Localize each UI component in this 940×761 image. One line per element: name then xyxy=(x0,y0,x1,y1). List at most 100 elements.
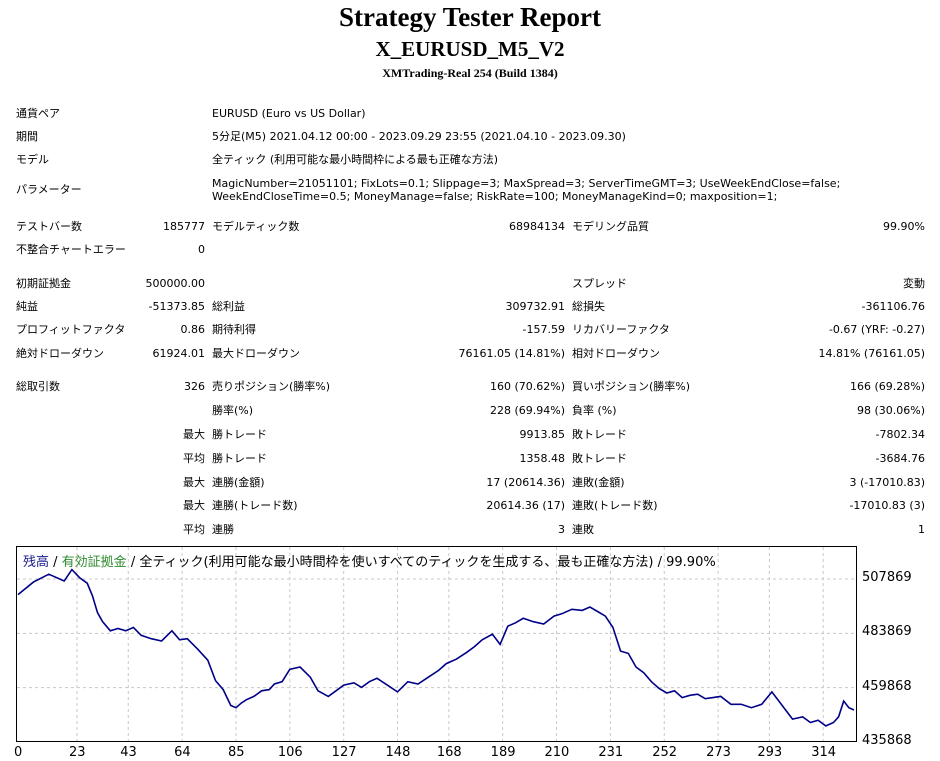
quality-value: 99.90% xyxy=(883,220,925,233)
model-label: モデル xyxy=(16,153,49,166)
x-tick-label: 168 xyxy=(436,745,462,760)
loss-rate-value: 98 (30.06%) xyxy=(856,404,925,417)
loss-rate-label: 負率 (%) xyxy=(572,404,617,417)
y-tick-label: 507869 xyxy=(862,570,912,585)
profit-factor-value: 0.86 xyxy=(180,323,206,336)
x-tick-label: 231 xyxy=(598,745,624,760)
recovery-factor-label: リカバリーファクタ xyxy=(572,323,670,336)
params-line-1: MagicNumber=21051101; FixLots=0.1; Slipp… xyxy=(212,177,841,190)
max-drawdown-value: 76161.05 (14.81%) xyxy=(458,347,565,360)
bars-value: 185777 xyxy=(163,220,205,233)
rel-drawdown-value: 14.81% (76161.05) xyxy=(818,347,925,360)
expected-payoff-value: -157.59 xyxy=(522,323,565,336)
max-loss-label: 敗トレード xyxy=(572,428,627,441)
net-profit-value: -51373.85 xyxy=(148,300,205,313)
cons-loss-amount-label: 連敗(金額) xyxy=(572,476,625,489)
cons-loss-count-value: -17010.83 (3) xyxy=(849,499,925,512)
avg-loss-streak-value: 1 xyxy=(918,523,925,536)
avg-win-streak-label: 連勝 xyxy=(212,523,234,536)
avg-win-label: 勝トレード xyxy=(212,452,267,465)
cons-win-count-label: 連勝(トレード数) xyxy=(212,499,298,512)
x-tick-label: 0 xyxy=(14,745,23,760)
max-prefix-1: 最大 xyxy=(183,428,205,441)
x-tick-label: 64 xyxy=(174,745,191,760)
ticks-label: モデルティック数 xyxy=(212,220,300,233)
period-value: 5分足(M5) 2021.04.12 00:00 - 2023.09.29 23… xyxy=(212,130,626,143)
cons-win-amount-value: 17 (20614.36) xyxy=(486,476,565,489)
x-tick-label: 189 xyxy=(490,745,516,760)
mismatch-value: 0 xyxy=(198,243,205,256)
avg-prefix-1: 平均 xyxy=(183,452,205,465)
max-prefix-3: 最大 xyxy=(183,499,205,512)
legend-separator: / xyxy=(49,555,62,570)
legend-equity: 有効証拠金 xyxy=(62,554,127,570)
params-line-2: WeekEndCloseTime=0.5; MoneyManage=false;… xyxy=(212,190,778,203)
long-positions-label: 買いポジション(勝率%) xyxy=(572,380,691,393)
balance-line xyxy=(17,568,855,727)
avg-loss-value: -3684.76 xyxy=(875,452,925,465)
abs-drawdown-label: 絶対ドローダウン xyxy=(16,347,104,360)
y-tick-label: 483869 xyxy=(862,624,912,640)
spread-label: スプレッド xyxy=(572,277,627,290)
total-trades-label: 総取引数 xyxy=(16,380,60,393)
symbol-label: 通貨ペア xyxy=(16,107,60,120)
total-trades-value: 326 xyxy=(184,380,205,393)
cons-loss-amount-value: 3 (-17010.83) xyxy=(849,476,925,489)
expected-payoff-label: 期待利得 xyxy=(212,323,256,336)
x-tick-label: 106 xyxy=(277,745,303,760)
symbol-value: EURUSD (Euro vs US Dollar) xyxy=(212,107,366,120)
profit-factor-label: プロフィットファクタ xyxy=(16,323,126,336)
avg-loss-streak-label: 連敗 xyxy=(572,523,594,536)
gross-profit-value: 309732.91 xyxy=(505,300,566,313)
gross-profit-label: 総利益 xyxy=(212,300,245,313)
cons-win-amount-label: 連勝(金額) xyxy=(212,476,265,489)
model-value: 全ティック (利用可能な最小時間枠による最も正確な方法) xyxy=(212,153,499,166)
max-win-label: 勝トレード xyxy=(212,428,267,441)
legend-model-quality: / 全ティック(利用可能な最小時間枠を使いすべてのティックを生成する、最も正確な… xyxy=(127,554,716,570)
max-prefix-2: 最大 xyxy=(183,476,205,489)
x-tick-label: 148 xyxy=(385,745,411,760)
cons-win-count-value: 20614.36 (17) xyxy=(486,499,565,512)
x-tick-label: 43 xyxy=(120,745,137,760)
x-tick-label: 85 xyxy=(227,745,245,760)
deposit-label: 初期証拠金 xyxy=(16,277,71,290)
avg-win-streak-value: 3 xyxy=(558,523,565,536)
long-positions-value: 166 (69.28%) xyxy=(849,380,925,393)
deposit-value: 500000.00 xyxy=(145,277,206,290)
avg-loss-label: 敗トレード xyxy=(572,452,627,465)
short-positions-value: 160 (70.62%) xyxy=(489,380,565,393)
rel-drawdown-label: 相対ドローダウン xyxy=(572,347,660,360)
y-tick-label: 459868 xyxy=(862,678,912,694)
max-win-value: 9913.85 xyxy=(519,428,566,441)
balance-chart: 残高 / 有効証拠金 / 全ティック(利用可能な最小時間枠を使いすべてのティック… xyxy=(16,546,857,742)
x-tick-label: 293 xyxy=(757,745,783,760)
expert-name: X_EURUSD_M5_V2 xyxy=(375,37,565,61)
spread-value: 変動 xyxy=(903,277,925,290)
chart-frame xyxy=(16,546,857,742)
gross-loss-value: -361106.76 xyxy=(861,300,925,313)
max-loss-value: -7802.34 xyxy=(875,428,925,441)
x-tick-label: 127 xyxy=(331,745,357,760)
report-title: Strategy Tester Report xyxy=(339,2,601,32)
recovery-factor-value: -0.67 (YRF: -0.27) xyxy=(828,323,925,336)
ticks-value: 68984134 xyxy=(509,220,565,233)
server-build: XMTrading-Real 254 (Build 1384) xyxy=(382,66,558,80)
mismatch-label: 不整合チャートエラー xyxy=(16,243,126,256)
period-label: 期間 xyxy=(16,130,38,143)
params-label: パラメーター xyxy=(16,183,82,196)
max-drawdown-label: 最大ドローダウン xyxy=(212,347,300,360)
cons-loss-count-label: 連敗(トレード数) xyxy=(572,499,658,512)
abs-drawdown-value: 61924.01 xyxy=(152,347,206,360)
short-positions-label: 売りポジション(勝率%) xyxy=(212,380,331,393)
legend-balance: 残高 xyxy=(23,554,49,570)
avg-win-value: 1358.48 xyxy=(519,452,566,465)
gross-loss-label: 総損失 xyxy=(572,300,605,313)
y-tick-label: 435868 xyxy=(862,733,912,748)
net-profit-label: 純益 xyxy=(16,300,38,313)
x-tick-label: 23 xyxy=(68,745,86,760)
quality-label: モデリング品質 xyxy=(572,220,649,233)
chart-legend: 残高 / 有効証拠金 / 全ティック(利用可能な最小時間枠を使いすべてのティック… xyxy=(23,554,716,570)
win-rate-label: 勝率(%) xyxy=(212,404,254,417)
win-rate-value: 228 (69.94%) xyxy=(489,404,565,417)
x-tick-label: 210 xyxy=(544,745,570,760)
